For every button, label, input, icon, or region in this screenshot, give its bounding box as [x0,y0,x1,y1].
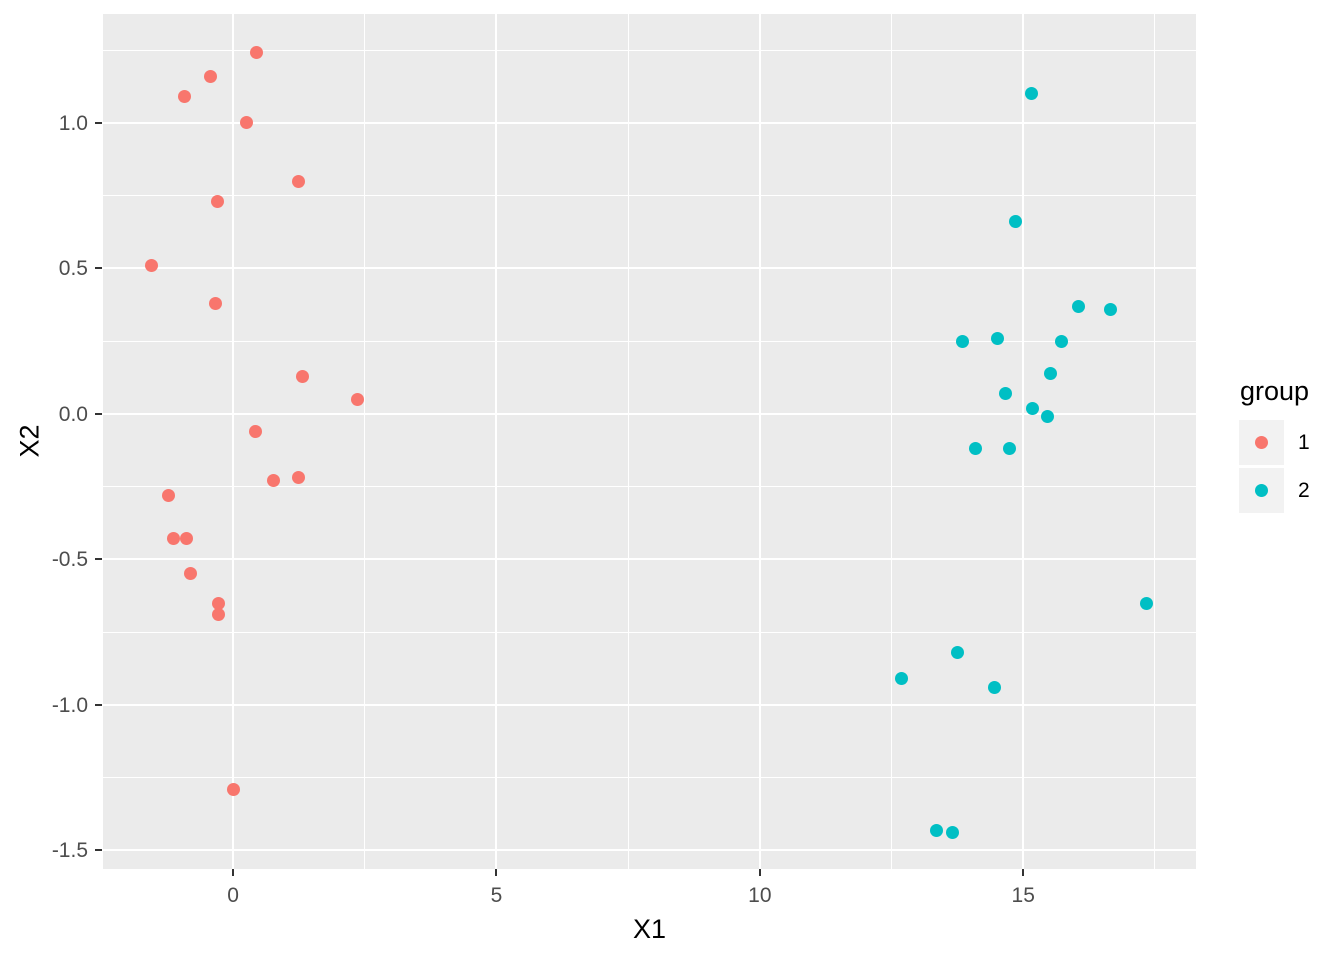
gridline-y-major [103,558,1196,561]
data-point-group-1 [211,596,225,610]
data-point-group-1 [351,392,365,406]
data-point-group-2 [1104,302,1118,316]
data-point-group-1 [166,532,180,546]
data-point-group-2 [956,334,970,348]
gridline-y-minor [103,486,1196,488]
data-point-group-1 [179,532,193,546]
gridline-y-minor [103,777,1196,779]
data-point-group-1 [208,296,222,310]
gridline-x-major [232,14,235,869]
x-tick-mark [758,869,761,876]
data-point-group-1 [145,258,159,272]
data-point-group-2 [951,645,965,659]
x-tick-mark [1022,869,1025,876]
legend-label: 2 [1298,478,1310,502]
data-point-group-2 [1055,334,1069,348]
y-tick-label: 1.0 [58,111,88,135]
data-point-group-2 [895,672,909,686]
data-point-group-1 [210,194,224,208]
data-point-group-2 [1044,366,1058,380]
data-point-group-2 [1040,410,1054,424]
y-tick-label: 0.5 [58,257,88,281]
data-point-group-1 [292,174,306,188]
data-point-group-1 [177,90,191,104]
data-point-group-2 [969,442,983,456]
legend: group 1 2 [1239,376,1339,516]
gridline-x-major [1022,14,1025,869]
x-tick-label: 10 [748,884,772,907]
y-axis-title: X2 [14,424,45,458]
y-tick-mark [95,121,102,124]
gridline-y-major [103,849,1196,852]
data-point-group-2 [946,826,960,840]
data-point-group-2 [1009,215,1023,229]
gridline-x-minor [1154,14,1156,869]
gridline-y-minor [103,631,1196,633]
gridline-y-minor [103,340,1196,342]
data-point-group-1 [292,471,306,485]
data-point-group-1 [204,69,218,83]
data-point-group-2 [991,331,1005,345]
legend-key-box [1239,420,1284,465]
y-tick-mark [95,558,102,561]
gridline-y-major [103,703,1196,706]
data-point-group-1 [266,474,280,488]
y-tick-label: -0.5 [51,548,88,572]
x-tick-label: 15 [1011,884,1035,907]
legend-entry-group-1: 1 [1239,420,1339,465]
data-point-group-1 [211,608,225,622]
gridline-y-major [103,121,1196,124]
x-tick-mark [232,869,235,876]
data-point-group-2 [1003,442,1017,456]
y-tick-label: 0.0 [58,402,88,426]
data-point-group-1 [295,369,309,383]
data-point-group-2 [1026,401,1040,415]
data-point-group-2 [930,823,944,837]
y-tick-label: -1.0 [51,693,88,717]
legend-point-icon [1255,436,1268,449]
data-point-group-1 [226,782,240,796]
x-axis-title: X1 [632,914,667,944]
x-tick-mark [495,869,498,876]
data-point-group-1 [249,46,263,60]
gridline-x-minor [891,14,893,869]
data-point-group-2 [1139,596,1153,610]
y-tick-mark [95,267,102,270]
gridline-y-minor [103,195,1196,197]
data-point-group-2 [1025,87,1039,101]
legend-title: group [1240,376,1310,406]
gridline-x-major [495,14,498,869]
data-point-group-2 [988,680,1002,694]
data-point-group-2 [999,386,1013,400]
x-tick-label: 5 [490,884,503,907]
gridline-y-minor [103,49,1196,51]
gridline-y-major [103,267,1196,270]
gridline-x-major [758,14,761,869]
data-point-group-1 [161,488,175,502]
legend-key-box [1239,468,1284,513]
y-tick-mark [95,703,102,706]
legend-point-icon [1255,484,1268,497]
x-tick-label: 0 [227,884,239,907]
data-point-group-2 [1072,299,1086,313]
legend-label: 1 [1298,430,1310,454]
data-point-group-1 [248,424,262,438]
gridline-y-major [103,412,1196,415]
plot-panel [103,14,1196,869]
gridline-x-minor [627,14,629,869]
data-point-group-1 [239,116,253,130]
gridline-x-minor [364,14,366,869]
legend-entry-group-2: 2 [1239,468,1339,513]
data-point-group-1 [184,567,198,581]
y-tick-mark [95,849,102,852]
y-tick-label: -1.5 [51,839,88,863]
y-tick-mark [95,412,102,415]
